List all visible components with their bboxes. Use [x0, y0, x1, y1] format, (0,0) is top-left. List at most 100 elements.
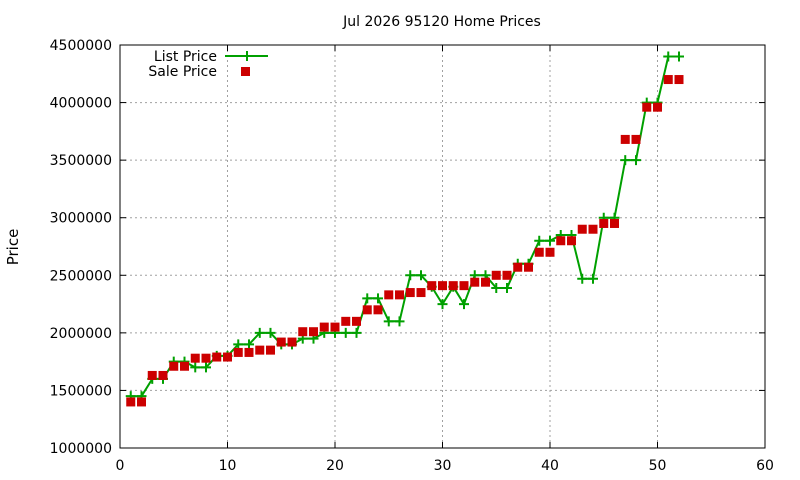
legend-label-list-price: List Price	[154, 49, 217, 65]
sale-price-point	[459, 281, 469, 291]
y-tick-label: 3500000	[50, 153, 112, 169]
y-tick-label: 4000000	[50, 96, 112, 112]
sale-price-point	[545, 247, 555, 257]
grid-lines	[120, 45, 765, 448]
y-tick-label: 4500000	[50, 38, 112, 54]
sale-price-point	[244, 347, 254, 357]
axis-ticks: 0 10 20 30 40 50 60 1000000 1500000 2000000 250000…	[50, 38, 774, 474]
list-price-point	[351, 327, 362, 338]
legend-marker-sale-price	[241, 67, 250, 76]
sale-price-point	[524, 262, 533, 272]
sale-price-point	[362, 305, 372, 315]
sale-price-point	[201, 353, 211, 363]
sale-price-point	[298, 327, 308, 337]
list-price-point	[254, 327, 265, 338]
sale-price-point	[416, 288, 426, 298]
sale-price-point	[653, 102, 662, 112]
sale-price-point	[438, 281, 447, 291]
list-price-point	[265, 327, 276, 338]
y-tick-label: 2000000	[50, 326, 112, 342]
sale-price-point	[266, 345, 275, 355]
sale-price-point	[513, 262, 523, 272]
sale-price-point	[276, 337, 286, 347]
sale-price-point	[309, 327, 318, 337]
list-price-point	[416, 270, 426, 281]
list-price-point	[534, 235, 545, 246]
list-price-point	[383, 316, 394, 327]
sale-price-point	[631, 134, 641, 144]
sale-price-point	[663, 75, 673, 85]
sale-price-point	[330, 322, 340, 332]
legend: List Price Sale Price	[148, 49, 268, 80]
list-price-point	[631, 155, 641, 166]
sale-price-point	[384, 290, 394, 300]
list-price-point	[405, 270, 416, 281]
x-tick-label: 30	[434, 458, 452, 474]
list-price-point	[577, 273, 588, 284]
sale-price-point	[190, 353, 200, 363]
sale-price-point	[287, 337, 297, 347]
sale-price-point	[599, 218, 609, 228]
sale-price-point	[352, 316, 361, 326]
sale-price-point	[642, 102, 652, 112]
list-price-point	[201, 362, 211, 373]
sale-price-point	[255, 345, 265, 355]
list-price-point	[491, 282, 502, 293]
sale-price-point	[470, 277, 480, 287]
sale-price-point	[610, 218, 619, 228]
list-price-point	[244, 339, 254, 350]
list-price-point	[588, 273, 598, 284]
y-tick-label: 3000000	[50, 211, 112, 227]
x-tick-label: 60	[756, 458, 774, 474]
series-layer	[125, 51, 684, 407]
sale-price-point	[233, 347, 243, 357]
sale-price-point	[126, 397, 136, 407]
list-price-point	[437, 299, 448, 310]
sale-price-point	[395, 290, 404, 300]
sale-price-point	[502, 270, 512, 280]
sale-price-point	[180, 361, 189, 371]
legend-label-sale-price: Sale Price	[148, 64, 217, 80]
x-tick-label: 20	[326, 458, 344, 474]
sale-price-point	[427, 281, 437, 291]
sale-price-point	[169, 361, 179, 371]
sale-price-point	[158, 370, 168, 380]
list-price-point	[663, 51, 674, 62]
sale-price-point	[319, 322, 329, 332]
sale-price-point	[147, 370, 157, 380]
list-price-point	[362, 293, 373, 304]
list-price-point	[340, 327, 351, 338]
sale-price-point	[556, 236, 566, 246]
x-tick-label: 50	[649, 458, 667, 474]
list-price-point	[233, 339, 244, 350]
sale-price-point	[491, 270, 501, 280]
list-price-point	[545, 235, 555, 246]
y-tick-label: 2500000	[50, 268, 112, 284]
y-tick-label: 1000000	[50, 441, 112, 457]
y-tick-label: 1500000	[50, 383, 112, 399]
sale-price-point	[577, 224, 587, 234]
legend-marker-list-price	[242, 51, 252, 61]
sale-price-point	[448, 281, 458, 291]
x-tick-label: 10	[219, 458, 237, 474]
sale-price-point	[674, 75, 684, 85]
sale-price-point	[481, 277, 490, 287]
list-price-point	[502, 282, 512, 293]
sale-price-point	[223, 352, 232, 362]
series-line-list-price	[130, 55, 679, 398]
x-tick-label: 0	[116, 458, 125, 474]
list-price-point	[190, 362, 201, 373]
sale-price-point	[620, 134, 630, 144]
sale-price-point	[373, 305, 383, 315]
list-price-point	[674, 51, 684, 62]
y-axis-label: Price	[4, 229, 22, 266]
sale-price-point	[588, 224, 598, 234]
sale-price-point	[212, 352, 222, 362]
sale-price-point	[341, 316, 351, 326]
sale-price-point	[137, 397, 146, 407]
chart-title: Jul 2026 95120 Home Prices	[342, 14, 541, 30]
sale-price-point	[405, 288, 415, 298]
list-price-point	[373, 293, 383, 304]
list-price-point	[620, 155, 631, 166]
